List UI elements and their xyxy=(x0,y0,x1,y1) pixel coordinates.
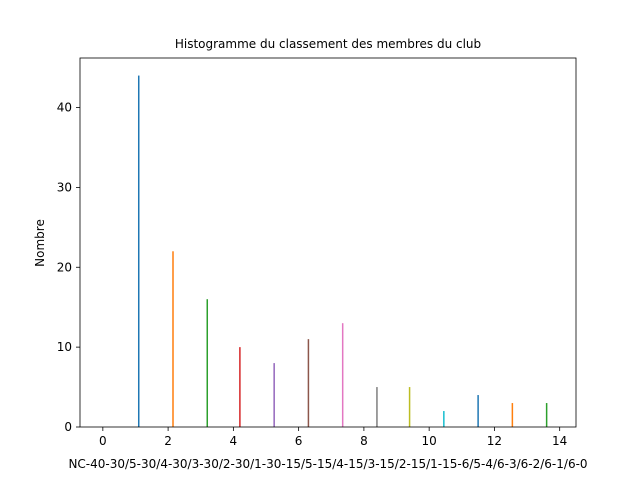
x-axis-label: NC-40-30/5-30/4-30/3-30/2-30/1-30-15/5-1… xyxy=(68,457,587,471)
x-tick-label: 6 xyxy=(295,434,303,448)
y-axis-label: Nombre xyxy=(33,219,47,267)
x-axis-ticks: 0 2 4 6 8 10 12 14 xyxy=(99,427,567,448)
bar-0 xyxy=(137,75,140,427)
bar-5 xyxy=(307,339,310,427)
y-tick-label: 20 xyxy=(57,260,72,274)
bar-10 xyxy=(477,395,479,427)
x-tick-label: 0 xyxy=(99,434,107,448)
bar-3 xyxy=(239,347,241,427)
bar-8 xyxy=(408,387,411,427)
x-tick-label: 2 xyxy=(164,434,172,448)
bars-group xyxy=(137,75,548,427)
x-tick-label: 8 xyxy=(360,434,368,448)
x-tick-label: 4 xyxy=(230,434,238,448)
y-tick-label: 0 xyxy=(64,420,72,434)
x-tick-label: 14 xyxy=(552,434,567,448)
bar-1 xyxy=(172,251,174,427)
y-tick-label: 40 xyxy=(57,101,72,115)
x-tick-label: 10 xyxy=(422,434,437,448)
y-axis-ticks: 0 10 20 30 40 xyxy=(57,101,80,434)
bar-2 xyxy=(206,299,209,427)
plot-frame xyxy=(79,57,577,428)
x-tick-label: 12 xyxy=(487,434,502,448)
bar-7 xyxy=(376,387,378,427)
chart-title: Histogramme du classement des membres du… xyxy=(175,37,481,51)
bar-9 xyxy=(443,411,445,427)
bar-4 xyxy=(273,363,275,427)
y-tick-label: 10 xyxy=(57,340,72,354)
bar-6 xyxy=(341,323,344,427)
y-tick-label: 30 xyxy=(57,180,72,194)
bar-11 xyxy=(511,403,514,427)
bar-12 xyxy=(545,403,548,427)
